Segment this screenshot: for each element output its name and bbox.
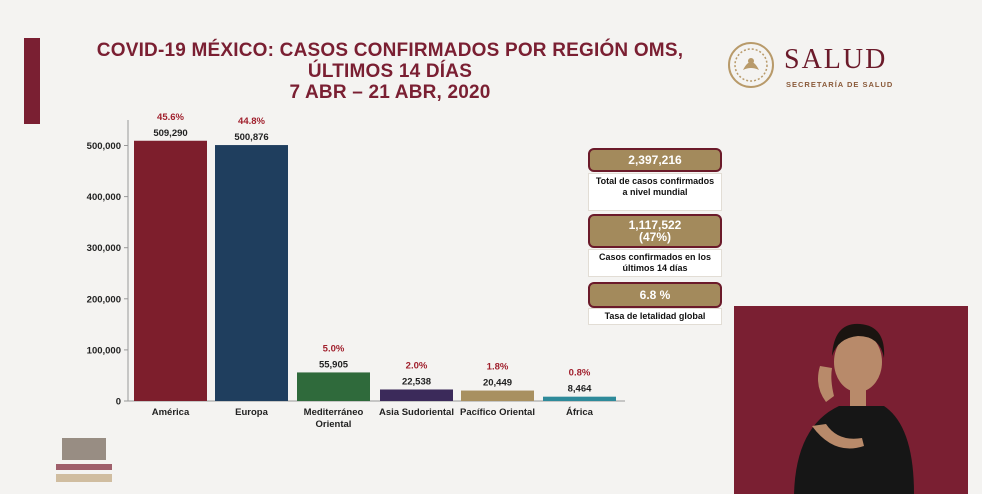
bar-3 (297, 372, 370, 401)
bar-2 (215, 145, 288, 401)
recent-text-box: Casos confirmados en los últimos 14 días (588, 249, 722, 277)
category-label: Asia Sudoriental (379, 407, 454, 418)
lethality-value-box: 6.8 % (588, 282, 722, 308)
bar-1 (134, 140, 207, 401)
total-text-box: Total de casos confirmados a nivel mundi… (588, 173, 722, 211)
y-tick-label: 400,000 (87, 192, 121, 203)
title-line-3: 7 ABR – 21 ABR, 2020 (289, 82, 491, 103)
bar-value-label: 55,905 (319, 359, 349, 370)
bar-percent-label: 44.8% (238, 116, 265, 127)
bar-percent-label: 2.0% (406, 360, 428, 371)
bar-5 (461, 390, 534, 401)
title-line-2: ÚLTIMOS 14 DÍAS (307, 61, 473, 82)
recent-value-box: 1,117,522 (47%) (588, 214, 722, 248)
category-label: Europa (235, 407, 268, 418)
recent-pct: (47%) (638, 230, 671, 244)
category-label: África (566, 407, 594, 418)
y-tick-label: 500,000 (87, 141, 121, 152)
sign-language-interpreter-video (734, 306, 968, 494)
title-line-1: COVID-19 MÉXICO: CASOS CONFIRMADOS POR R… (96, 40, 684, 61)
chart-axes: 0 100,000 200,000 300,000 400,000 500,000 (87, 120, 625, 408)
bar-percent-label: 1.8% (487, 362, 509, 373)
interpreter-figure (794, 323, 914, 494)
y-tick-label: 100,000 (87, 345, 121, 356)
total-value: 2,397,216 (628, 153, 682, 167)
y-tick-label: 200,000 (87, 294, 121, 305)
category-label: América (152, 407, 190, 418)
recent-text: Casos confirmados en los últimos 14 días (598, 252, 712, 273)
mexico-seal-icon (728, 42, 774, 88)
total-text: Total de casos confirmados a nivel mundi… (595, 176, 715, 197)
bar-value-label: 20,449 (483, 378, 512, 389)
salud-logo: SALUD SECRETARÍA DE SALUD (722, 38, 922, 98)
bar-value-label: 509,290 (153, 128, 187, 139)
lethality-text-box: Tasa de letalidad global (588, 308, 722, 325)
accent-bar (24, 38, 40, 124)
bar-value-label: 500,876 (234, 132, 268, 143)
category-label: Oriental (316, 419, 352, 430)
government-logo-icon (56, 438, 112, 482)
bar-6 (543, 396, 616, 401)
logo-name: SALUD (784, 44, 888, 75)
chart-title: COVID-19 MÉXICO: CASOS CONFIRMADOS POR R… (60, 40, 720, 103)
bar-percent-label: 0.8% (569, 368, 591, 379)
chart-labels: 509,290 45.6% América 500,876 44.8% Europa 55,… (152, 112, 594, 430)
total-value-box: 2,397,216 (588, 148, 722, 172)
category-label: Mediterráneo (304, 407, 364, 418)
bar-4 (380, 389, 453, 401)
bar-percent-label: 45.6% (157, 112, 184, 123)
bar-percent-label: 5.0% (323, 343, 345, 354)
lethality-text: Tasa de letalidad global (604, 311, 706, 321)
recent-value: 1,117,522 (628, 218, 682, 232)
lethality-value: 6.8 % (639, 288, 671, 302)
bar-value-label: 8,464 (568, 384, 592, 395)
bar-value-label: 22,538 (402, 376, 431, 387)
chart-bars (134, 140, 616, 401)
y-tick-label: 300,000 (87, 243, 121, 254)
y-tick-label: 0 (116, 397, 121, 408)
logo-subtitle: SECRETARÍA DE SALUD (786, 80, 894, 89)
category-label: Pacífico Oriental (460, 407, 535, 418)
